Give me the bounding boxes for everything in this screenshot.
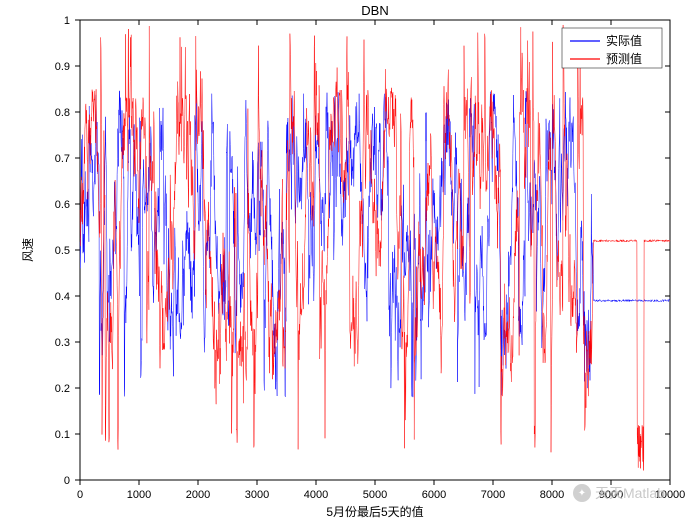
svg-text:2000: 2000	[186, 489, 210, 501]
svg-text:1: 1	[64, 15, 70, 27]
svg-text:预测值: 预测值	[606, 51, 642, 66]
watermark-text: 天天Matlab	[595, 483, 665, 503]
legend: 实际值预测值	[562, 28, 662, 68]
chart-title: DBN	[361, 3, 388, 18]
svg-text:0.9: 0.9	[55, 61, 70, 73]
svg-text:4000: 4000	[304, 489, 328, 501]
x-axis-label: 5月份最后5天的值	[326, 504, 423, 519]
svg-text:1000: 1000	[127, 489, 151, 501]
svg-text:5000: 5000	[363, 489, 387, 501]
svg-text:0.3: 0.3	[55, 337, 70, 349]
svg-text:0.7: 0.7	[55, 153, 70, 165]
svg-text:0.2: 0.2	[55, 383, 70, 395]
svg-text:8000: 8000	[540, 489, 564, 501]
watermark: ✦ 天天Matlab	[573, 483, 665, 503]
svg-text:0.4: 0.4	[55, 291, 70, 303]
svg-text:0.1: 0.1	[55, 429, 70, 441]
svg-text:7000: 7000	[481, 489, 505, 501]
svg-text:6000: 6000	[422, 489, 446, 501]
y-axis-label: 风速	[21, 238, 35, 262]
svg-text:0: 0	[77, 489, 83, 501]
svg-text:0.5: 0.5	[55, 245, 70, 257]
chart-svg: DBN 风速 5月份最后5天的值 0 1000 2000 3000 4000 5000 60…	[0, 0, 700, 525]
svg-text:3000: 3000	[245, 489, 269, 501]
svg-text:0: 0	[64, 475, 70, 487]
svg-text:实际值: 实际值	[606, 33, 642, 48]
wechat-icon: ✦	[573, 484, 591, 502]
svg-text:0.8: 0.8	[55, 107, 70, 119]
svg-text:0.6: 0.6	[55, 199, 70, 211]
